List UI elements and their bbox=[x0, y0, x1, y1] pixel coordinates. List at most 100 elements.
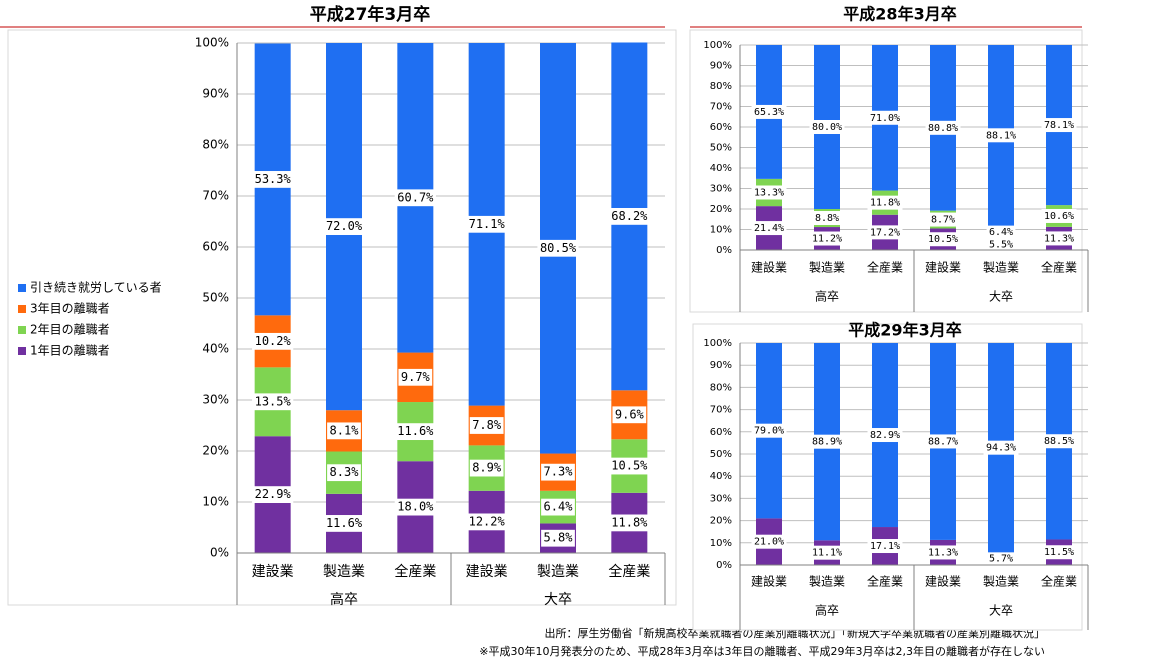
value-label-bg bbox=[608, 457, 650, 475]
y-tick-label: 60% bbox=[710, 427, 732, 438]
x-tick-label: 製造業 bbox=[983, 575, 1019, 589]
value-label: 53.3% bbox=[255, 172, 292, 186]
y-tick-label: 50% bbox=[710, 143, 732, 154]
value-label-bg bbox=[469, 417, 504, 434]
y-tick-label: 90% bbox=[710, 61, 732, 72]
value-label-bg bbox=[1041, 118, 1077, 133]
y-tick-label: 70% bbox=[202, 189, 229, 203]
value-label: 10.5% bbox=[928, 234, 958, 245]
value-label-bg bbox=[867, 428, 903, 443]
value-label: 10.6% bbox=[1044, 211, 1074, 222]
value-label-bg bbox=[867, 110, 903, 125]
y-tick-label: 0% bbox=[716, 560, 732, 571]
y-tick-label: 30% bbox=[202, 393, 229, 407]
legend-label: 1年目の離職者 bbox=[30, 344, 110, 358]
value-label-bg bbox=[925, 120, 961, 135]
value-label: 21.0% bbox=[754, 537, 784, 548]
y-tick-label: 70% bbox=[710, 102, 732, 113]
value-label-bg bbox=[394, 189, 436, 207]
value-label-bg bbox=[252, 486, 294, 504]
legend-swatch bbox=[18, 326, 26, 334]
value-label: 10.5% bbox=[611, 459, 648, 473]
value-label-bg bbox=[608, 208, 650, 225]
value-label: 11.3% bbox=[928, 547, 958, 558]
x-tick-label: 全産業 bbox=[1041, 260, 1077, 275]
value-label: 88.1% bbox=[986, 130, 1016, 141]
x-tick-label: 全産業 bbox=[608, 563, 650, 580]
value-label: 13.5% bbox=[255, 394, 292, 408]
value-label-bg bbox=[394, 423, 436, 441]
value-label-bg bbox=[751, 221, 787, 236]
x-tick-label: 全産業 bbox=[1041, 574, 1077, 589]
value-label: 17.1% bbox=[870, 541, 900, 552]
y-tick-label: 100% bbox=[703, 338, 732, 349]
value-label-bg bbox=[867, 539, 903, 554]
y-tick-label: 80% bbox=[710, 81, 732, 92]
value-label: 72.0% bbox=[326, 219, 363, 233]
value-label-bg bbox=[751, 104, 787, 119]
value-label: 65.3% bbox=[754, 107, 784, 118]
x-tick-label: 全産業 bbox=[394, 563, 436, 580]
value-label: 11.8% bbox=[870, 198, 900, 209]
group-label: 高卒 bbox=[330, 591, 358, 608]
group-label: 高卒 bbox=[815, 603, 839, 618]
value-label: 13.3% bbox=[754, 187, 784, 198]
value-label: 8.9% bbox=[472, 461, 502, 475]
value-label: 22.9% bbox=[255, 487, 292, 501]
value-label-bg bbox=[809, 434, 845, 449]
y-tick-label: 100% bbox=[195, 36, 229, 50]
value-label: 78.1% bbox=[1044, 120, 1074, 131]
x-tick-label: 製造業 bbox=[983, 261, 1019, 275]
value-label-bg bbox=[925, 545, 961, 560]
value-label-bg bbox=[327, 422, 361, 440]
legend-swatch bbox=[18, 347, 26, 355]
value-label-bg bbox=[925, 434, 961, 449]
y-tick-label: 80% bbox=[710, 382, 732, 393]
value-label: 11.2% bbox=[812, 234, 842, 245]
value-label: 5.8% bbox=[544, 531, 574, 545]
group-label: 高卒 bbox=[815, 289, 839, 304]
value-label-bg bbox=[983, 440, 1019, 455]
y-tick-label: 20% bbox=[710, 204, 732, 215]
value-label: 17.2% bbox=[870, 227, 900, 238]
y-tick-label: 90% bbox=[202, 87, 229, 101]
value-label: 11.5% bbox=[1044, 547, 1074, 558]
y-tick-label: 60% bbox=[710, 122, 732, 133]
value-label-bg bbox=[252, 393, 294, 411]
y-tick-label: 10% bbox=[710, 225, 732, 236]
y-tick-label: 20% bbox=[710, 516, 732, 527]
x-tick-label: 建設業 bbox=[466, 564, 508, 580]
value-label-bg bbox=[928, 212, 958, 227]
value-label-bg bbox=[1041, 545, 1077, 560]
value-label: 8.3% bbox=[330, 465, 360, 479]
y-tick-label: 10% bbox=[710, 538, 732, 549]
value-label: 8.8% bbox=[815, 213, 839, 224]
value-label: 80.5% bbox=[540, 241, 577, 255]
value-label: 12.2% bbox=[469, 514, 506, 528]
legend-swatch bbox=[18, 305, 26, 313]
legend-swatch bbox=[18, 284, 26, 292]
value-label: 5.7% bbox=[989, 554, 1013, 565]
value-label: 11.1% bbox=[812, 548, 842, 559]
y-tick-label: 0% bbox=[716, 245, 732, 256]
value-label-bg bbox=[612, 406, 647, 424]
value-label-bg bbox=[986, 237, 1016, 252]
chart-title: 平成28年3月卒 bbox=[843, 5, 956, 24]
value-label-bg bbox=[986, 551, 1016, 566]
y-tick-label: 10% bbox=[202, 495, 229, 509]
value-label: 94.3% bbox=[986, 443, 1016, 454]
value-label-bg bbox=[809, 231, 845, 246]
value-label-bg bbox=[537, 239, 579, 257]
x-tick-label: 製造業 bbox=[809, 261, 845, 275]
value-label-bg bbox=[323, 218, 365, 235]
value-label-bg bbox=[541, 463, 575, 481]
x-tick-label: 製造業 bbox=[323, 564, 365, 580]
value-label-bg bbox=[466, 215, 508, 233]
value-label-bg bbox=[466, 513, 508, 531]
y-tick-label: 0% bbox=[210, 546, 229, 560]
x-tick-label: 製造業 bbox=[809, 575, 845, 589]
value-label-bg bbox=[323, 515, 365, 532]
value-label-bg bbox=[1041, 434, 1077, 449]
value-label: 18.0% bbox=[397, 500, 434, 514]
x-tick-label: 全産業 bbox=[867, 574, 903, 589]
